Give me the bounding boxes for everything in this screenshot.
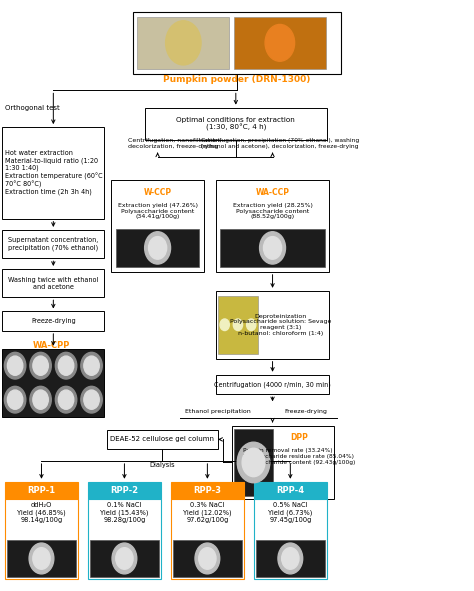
FancyBboxPatch shape	[133, 12, 341, 74]
Circle shape	[264, 236, 282, 259]
Text: Extraction yield (28.25%)
Polysaccharide content
(88.52g/100g): Extraction yield (28.25%) Polysaccharide…	[233, 203, 312, 219]
Circle shape	[55, 387, 77, 413]
FancyBboxPatch shape	[216, 291, 329, 359]
Text: Freeze-drying: Freeze-drying	[31, 318, 76, 324]
Circle shape	[8, 356, 23, 375]
FancyBboxPatch shape	[107, 430, 218, 449]
Circle shape	[233, 319, 243, 330]
Text: Freeze-drying: Freeze-drying	[285, 409, 328, 414]
Circle shape	[237, 442, 270, 483]
FancyBboxPatch shape	[216, 180, 329, 272]
FancyBboxPatch shape	[5, 482, 78, 499]
Text: RPP-3: RPP-3	[193, 486, 221, 495]
Circle shape	[84, 356, 99, 375]
Text: Hot water extraction
Material-to-liquid ratio (1:20
1:30 1:40)
Extraction temper: Hot water extraction Material-to-liquid …	[5, 150, 102, 196]
FancyBboxPatch shape	[88, 482, 161, 499]
Text: Ethanol precipitation: Ethanol precipitation	[185, 409, 251, 414]
Circle shape	[84, 390, 99, 410]
Text: Centrifugation, precipitation (70% ethanol), washing
(ethanol and acetone), deco: Centrifugation, precipitation (70% ethan…	[201, 138, 359, 149]
Circle shape	[33, 356, 48, 375]
FancyBboxPatch shape	[232, 426, 334, 499]
Circle shape	[220, 319, 229, 330]
Text: 0.1% NaCl
Yield (15.43%)
98.28g/100g: 0.1% NaCl Yield (15.43%) 98.28g/100g	[100, 502, 149, 523]
FancyBboxPatch shape	[88, 499, 161, 579]
FancyBboxPatch shape	[7, 540, 76, 577]
Text: Dialysis: Dialysis	[149, 462, 175, 467]
Text: RPP-4: RPP-4	[276, 486, 304, 495]
FancyBboxPatch shape	[173, 540, 242, 577]
Text: Supernatant concentration,
precipitation (70% ethanol): Supernatant concentration, precipitation…	[8, 238, 99, 251]
FancyBboxPatch shape	[2, 230, 104, 258]
FancyBboxPatch shape	[256, 540, 325, 577]
FancyBboxPatch shape	[111, 180, 204, 272]
Circle shape	[81, 352, 102, 379]
Circle shape	[58, 356, 74, 375]
Text: DEAE-52 cellulose gel column: DEAE-52 cellulose gel column	[110, 436, 214, 443]
FancyBboxPatch shape	[171, 482, 244, 499]
Circle shape	[165, 21, 201, 65]
Circle shape	[145, 232, 171, 264]
Circle shape	[282, 548, 299, 569]
Circle shape	[30, 352, 51, 379]
Text: Centrifugation, nanofiltration,
decolorization, freeze-drying: Centrifugation, nanofiltration, decolori…	[128, 138, 222, 149]
Circle shape	[278, 543, 303, 574]
Circle shape	[265, 24, 295, 61]
Circle shape	[242, 448, 265, 477]
Circle shape	[55, 352, 77, 379]
Circle shape	[199, 548, 216, 569]
FancyBboxPatch shape	[116, 229, 199, 267]
Text: 0.5% NaCl
Yield (6.73%)
97.45g/100g: 0.5% NaCl Yield (6.73%) 97.45g/100g	[268, 502, 312, 523]
Circle shape	[30, 387, 51, 413]
Text: Orthogonal test: Orthogonal test	[5, 105, 60, 111]
Text: RPP-2: RPP-2	[110, 486, 138, 495]
FancyBboxPatch shape	[254, 499, 327, 579]
Text: WA-CPP: WA-CPP	[33, 340, 70, 350]
Text: Centrifugation (4000 r/min, 30 min): Centrifugation (4000 r/min, 30 min)	[214, 381, 331, 388]
Text: Pumpkin powder (DRN-1300): Pumpkin powder (DRN-1300)	[164, 75, 310, 85]
Circle shape	[8, 390, 23, 410]
FancyBboxPatch shape	[90, 540, 159, 577]
FancyBboxPatch shape	[2, 311, 104, 331]
Circle shape	[4, 352, 26, 379]
FancyBboxPatch shape	[2, 269, 104, 297]
Text: Optimal conditions for extraction
(1:30, 80°C, 4 h): Optimal conditions for extraction (1:30,…	[176, 116, 295, 131]
Text: Extraction yield (47.26%)
Polysaccharide content
(34.41g/100g): Extraction yield (47.26%) Polysaccharide…	[118, 203, 198, 219]
FancyBboxPatch shape	[220, 229, 325, 267]
Text: Washing twice with ethanol
and acetone: Washing twice with ethanol and acetone	[8, 277, 99, 290]
FancyBboxPatch shape	[218, 296, 258, 354]
Text: WA-CCP: WA-CCP	[255, 188, 290, 197]
FancyBboxPatch shape	[171, 499, 244, 579]
Circle shape	[33, 390, 48, 410]
FancyBboxPatch shape	[234, 17, 326, 69]
Text: ddH₂O
Yield (46.85%)
98.14g/100g: ddH₂O Yield (46.85%) 98.14g/100g	[17, 502, 66, 523]
Circle shape	[195, 543, 220, 574]
Text: RPP-1: RPP-1	[27, 486, 55, 495]
Circle shape	[29, 543, 54, 574]
Circle shape	[4, 387, 26, 413]
Circle shape	[246, 319, 256, 330]
Text: W-CCP: W-CCP	[144, 188, 172, 197]
Circle shape	[81, 387, 102, 413]
Circle shape	[260, 232, 285, 264]
Text: DPP: DPP	[290, 433, 308, 442]
Circle shape	[33, 548, 50, 569]
Circle shape	[112, 543, 137, 574]
FancyBboxPatch shape	[137, 17, 229, 69]
FancyBboxPatch shape	[5, 499, 78, 579]
FancyBboxPatch shape	[2, 349, 104, 417]
Circle shape	[116, 548, 133, 569]
Text: 0.3% NaCl
Yield (12.02%)
97.62g/100g: 0.3% NaCl Yield (12.02%) 97.62g/100g	[183, 502, 232, 523]
FancyBboxPatch shape	[2, 127, 104, 219]
FancyBboxPatch shape	[145, 108, 327, 140]
FancyBboxPatch shape	[216, 375, 329, 394]
Circle shape	[148, 236, 167, 259]
FancyBboxPatch shape	[234, 429, 273, 496]
Text: Deproteinization
Polysaccharide solution: Sevage
reagent (3:1)
n-butanol: chloro: Deproteinization Polysaccharide solution…	[230, 314, 331, 336]
FancyBboxPatch shape	[254, 482, 327, 499]
Text: Protein removal rate (33.24%)
Polysaccharide residue rate (85.04%)
Polysaccharid: Protein removal rate (33.24%) Polysaccha…	[243, 448, 355, 465]
Circle shape	[58, 390, 74, 410]
